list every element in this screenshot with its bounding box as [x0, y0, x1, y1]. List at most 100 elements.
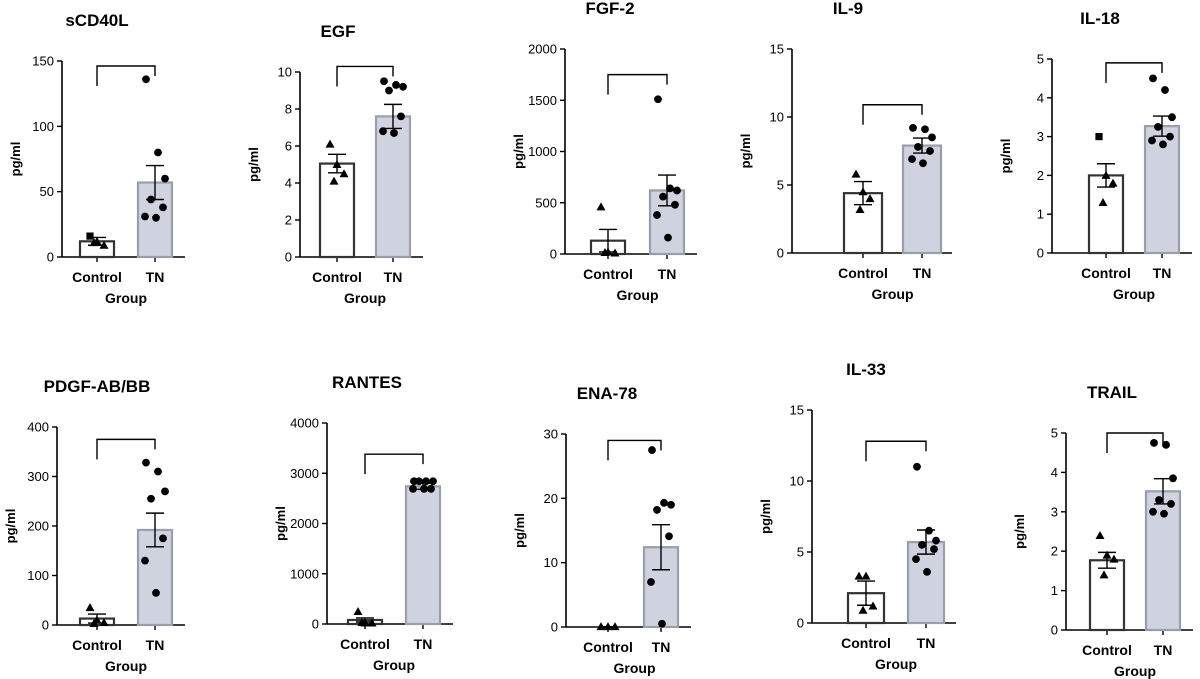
- control-point: [89, 238, 99, 247]
- chart-panel-4: IL-9 0 5 10 15 pg/ml Control TN Group: [738, 0, 952, 302]
- control-point: [339, 169, 349, 178]
- control-point: [610, 622, 620, 631]
- chart-title: EGF: [321, 22, 356, 41]
- bracket-line: [865, 440, 927, 462]
- y-tick-label: 150: [32, 54, 54, 69]
- chart-title: IL-18: [1080, 9, 1120, 28]
- tn-point: [152, 213, 160, 222]
- tn-point: [141, 556, 149, 565]
- y-axis-label: pg/ml: [273, 506, 288, 541]
- x-category-label: Control: [312, 269, 362, 285]
- significance-bracket: [607, 439, 662, 461]
- y-tick-label: 5: [797, 545, 804, 560]
- chart-title: FGF-2: [585, 0, 634, 18]
- x-axis-label: Group: [1113, 286, 1155, 302]
- tn-point: [925, 526, 933, 535]
- tn-point: [1155, 496, 1163, 504]
- error-bar: [146, 512, 164, 548]
- control-point: [1099, 570, 1109, 579]
- tn-point: [142, 75, 150, 84]
- tn-bar: [374, 115, 412, 259]
- y-tick-label: 5: [1037, 52, 1044, 67]
- bracket-line: [607, 73, 668, 95]
- tn-point: [1167, 500, 1175, 508]
- y-tick-label: 20: [544, 491, 558, 506]
- x-category-label: Control: [1081, 265, 1131, 281]
- tn-point: [161, 174, 169, 183]
- y-tick-label: 6: [285, 139, 292, 154]
- y-axis-label: pg/ml: [511, 134, 526, 169]
- tn-point: [385, 86, 393, 95]
- x-axis-label: Group: [872, 286, 914, 302]
- y-tick-label: 0: [285, 250, 292, 265]
- chart-panel-2: EGF 0 2 4 6 8 10 pg/ml Control TN Group: [246, 22, 423, 306]
- bracket-line: [1105, 62, 1163, 83]
- tn-point: [909, 123, 917, 132]
- tn-bar: [404, 485, 442, 626]
- control-bar: [318, 162, 356, 259]
- x-category-label: Control: [841, 635, 891, 651]
- tn-point: [1149, 74, 1157, 83]
- tn-point: [648, 446, 656, 454]
- y-tick-label: 1000: [290, 566, 319, 581]
- y-tick-label: 0: [42, 618, 49, 633]
- tn-point: [154, 467, 162, 476]
- tn-point: [1150, 438, 1158, 447]
- control-point: [1095, 133, 1103, 141]
- tn-point: [1166, 132, 1174, 141]
- tn-point: [152, 588, 160, 597]
- tn-point: [392, 81, 400, 89]
- tn-point: [397, 112, 405, 121]
- control-point: [858, 605, 868, 614]
- control-point: [868, 601, 878, 610]
- y-axis-label: pg/ml: [3, 509, 18, 544]
- y-tick-label: 10: [770, 110, 784, 125]
- control-point: [603, 622, 613, 631]
- chart-title: sCD40L: [65, 11, 128, 30]
- chart-panel-7: RANTES 0 1000 2000 3000 4000 pg/ml Control TN Gro…: [273, 373, 453, 673]
- y-tick-label: 0: [312, 617, 319, 632]
- control-bar: [1088, 559, 1126, 632]
- x-category-label: TN: [146, 637, 165, 653]
- x-axis-label: Group: [1114, 663, 1156, 679]
- y-tick-label: 400: [27, 420, 49, 435]
- y-axis-label: pg/ml: [512, 513, 527, 548]
- significance-bracket: [336, 65, 394, 87]
- tn-point: [653, 506, 661, 514]
- tn-point: [908, 155, 916, 164]
- y-tick-label: 1: [1037, 207, 1044, 222]
- tn-point: [379, 127, 387, 136]
- bracket-line: [607, 439, 662, 461]
- tn-point: [930, 545, 938, 554]
- tn-point: [161, 487, 169, 496]
- chart-panel-8: ENA-78 0 10 20 30 pg/ml Control TN Group: [512, 384, 691, 676]
- tn-point: [415, 477, 423, 486]
- significance-bracket: [1105, 62, 1163, 83]
- y-tick-label: 50: [40, 184, 54, 199]
- tn-point: [923, 567, 931, 576]
- y-tick-label: 4: [1037, 90, 1044, 105]
- tn-point: [1149, 507, 1157, 516]
- control-point: [596, 622, 606, 631]
- x-category-label: Control: [583, 266, 633, 282]
- y-tick-label: 2: [1037, 168, 1044, 183]
- y-tick-label: 10: [790, 474, 804, 489]
- chart-title: PDGF-AB/BB: [44, 377, 151, 396]
- tn-point: [914, 143, 922, 151]
- chart-title: IL-9: [833, 0, 863, 18]
- x-axis-label: Group: [614, 660, 656, 676]
- y-tick-label: 0: [777, 246, 784, 261]
- tn-point: [427, 484, 435, 493]
- control-point: [610, 248, 620, 257]
- x-category-label: Control: [583, 639, 633, 655]
- y-tick-label: 0: [1037, 246, 1044, 261]
- tn-point: [654, 95, 662, 104]
- chart-title: ENA-78: [577, 384, 637, 403]
- y-tick-label: 4: [285, 176, 292, 191]
- control-point: [1109, 554, 1119, 563]
- error-bar: [652, 524, 670, 571]
- x-category-label: Control: [72, 637, 122, 653]
- y-tick-label: 500: [535, 195, 557, 210]
- chart-title: RANTES: [332, 373, 402, 392]
- y-tick-label: 100: [32, 119, 54, 134]
